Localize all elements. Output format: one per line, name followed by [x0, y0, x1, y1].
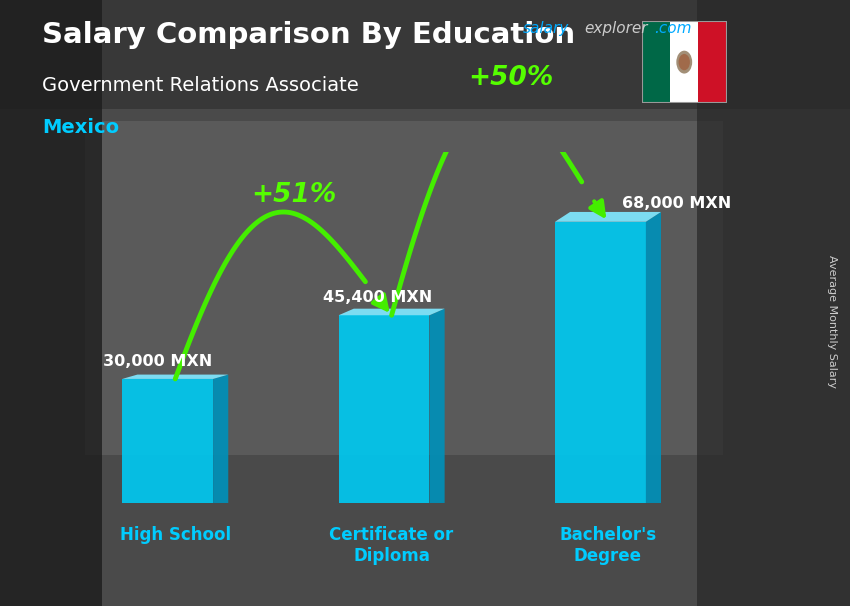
Text: 30,000 MXN: 30,000 MXN [103, 353, 212, 368]
Text: 68,000 MXN: 68,000 MXN [622, 196, 731, 211]
Text: Government Relations Associate: Government Relations Associate [42, 76, 360, 95]
Text: explorer: explorer [584, 21, 648, 36]
Text: High School: High School [120, 526, 231, 544]
Text: salary: salary [523, 21, 569, 36]
Bar [555, 222, 646, 503]
Bar [699, 21, 727, 103]
Bar [697, 0, 850, 606]
Text: Salary Comparison By Education: Salary Comparison By Education [42, 21, 575, 49]
Text: +50%: +50% [468, 65, 553, 91]
Text: Average Monthly Salary: Average Monthly Salary [827, 255, 837, 388]
Text: Bachelor's
Degree: Bachelor's Degree [559, 526, 656, 565]
Text: Certificate or
Diploma: Certificate or Diploma [330, 526, 454, 565]
Polygon shape [122, 375, 229, 379]
Bar [642, 21, 670, 103]
Bar [338, 315, 429, 503]
Polygon shape [429, 308, 445, 503]
Polygon shape [338, 308, 445, 315]
Polygon shape [646, 212, 661, 503]
Bar [85, 121, 722, 454]
Text: +51%: +51% [252, 182, 337, 208]
Polygon shape [213, 375, 229, 503]
Text: Mexico: Mexico [42, 118, 120, 137]
Circle shape [677, 51, 692, 73]
Bar [122, 379, 213, 503]
Bar [670, 21, 699, 103]
Circle shape [678, 54, 690, 70]
Text: 45,400 MXN: 45,400 MXN [324, 290, 433, 305]
Bar [0, 0, 102, 606]
Bar [0, 0, 850, 109]
Text: .com: .com [654, 21, 691, 36]
Polygon shape [555, 212, 661, 222]
